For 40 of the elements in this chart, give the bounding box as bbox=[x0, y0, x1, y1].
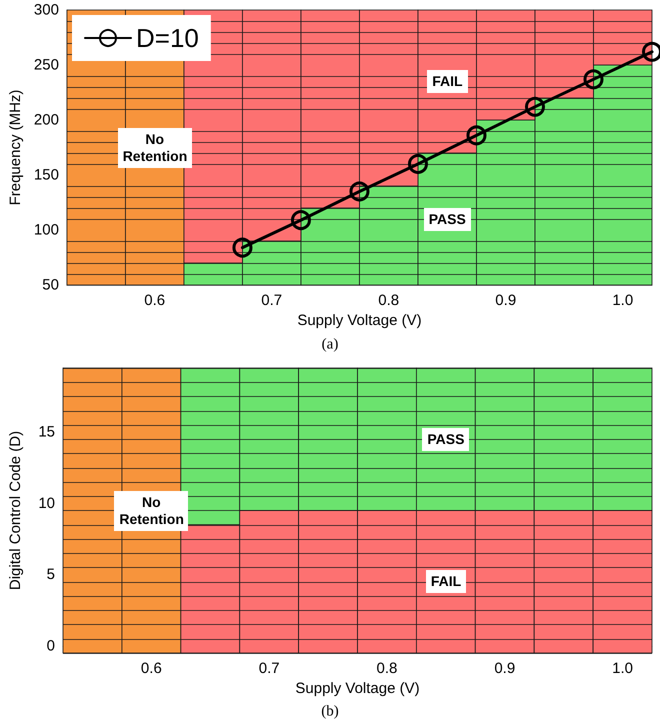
y-axis-title: Digital Control Code (D) bbox=[7, 430, 24, 590]
x-tick-label: 1.0 bbox=[612, 660, 633, 677]
x-axis-title: Supply Voltage (V) bbox=[295, 680, 420, 697]
legend-label: D=10 bbox=[136, 23, 199, 53]
y-tick-label: 15 bbox=[38, 424, 55, 441]
y-tick-label: 10 bbox=[38, 494, 55, 512]
x-tick-label: 0.9 bbox=[494, 660, 516, 677]
point bbox=[466, 125, 486, 146]
point bbox=[408, 154, 428, 174]
point bbox=[290, 210, 311, 230]
x-axis-title: Supply Voltage (V) bbox=[297, 312, 422, 329]
x-tick-label: 0.9 bbox=[495, 292, 516, 309]
x-tick-label: 0.6 bbox=[140, 660, 162, 677]
series-label: FAIL bbox=[427, 70, 468, 93]
y-tick-label: 300 bbox=[34, 2, 59, 18]
y-tick-label: 150 bbox=[34, 166, 59, 184]
y-tick-label: 100 bbox=[34, 222, 59, 238]
y-tick-label: 200 bbox=[34, 112, 59, 128]
y-axis-title: Frequency (MHz) bbox=[7, 90, 24, 206]
y-tick-label: 50 bbox=[42, 276, 59, 294]
point bbox=[232, 238, 252, 258]
series-label: FAIL bbox=[426, 570, 466, 594]
x-tick-label: 0.7 bbox=[261, 292, 282, 309]
series-label: No Retention bbox=[114, 490, 188, 530]
x-tick-label: 0.8 bbox=[378, 292, 400, 309]
x-tick-label: 0.7 bbox=[258, 660, 280, 677]
x-tick-label: 1.0 bbox=[612, 292, 634, 309]
point bbox=[584, 69, 604, 90]
y-tick-label: 0 bbox=[46, 637, 55, 654]
text: (a) bbox=[322, 336, 338, 352]
point bbox=[525, 96, 545, 117]
series-label: PASS bbox=[422, 428, 470, 451]
text: (b) bbox=[321, 704, 339, 720]
y-tick-label: 250 bbox=[34, 56, 59, 74]
point bbox=[349, 182, 370, 202]
series-label: PASS bbox=[424, 208, 471, 230]
y-tick-label: 5 bbox=[46, 566, 55, 584]
x-tick-label: 0.6 bbox=[144, 292, 166, 309]
x-tick-label: 0.8 bbox=[376, 660, 398, 677]
series-label: No Retention bbox=[118, 128, 192, 168]
